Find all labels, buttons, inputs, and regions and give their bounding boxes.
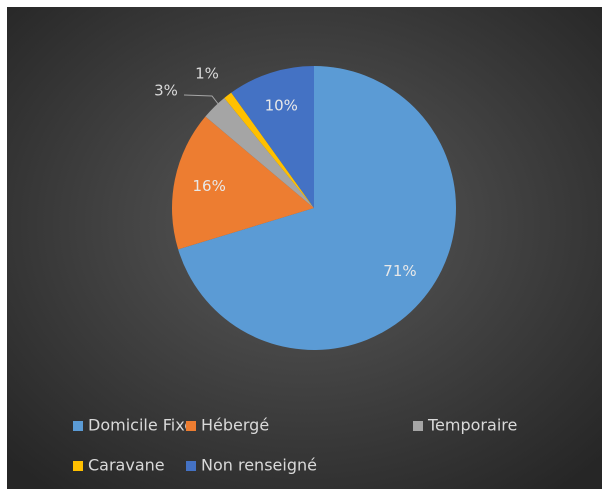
pie-slice [205, 97, 314, 208]
legend-label: Non renseigné [201, 456, 317, 475]
legend-label: Domicile Fixe [88, 416, 194, 435]
legend-swatch [413, 421, 423, 431]
data-label: 71% [383, 262, 416, 280]
leader-line [183, 94, 220, 106]
legend-swatch [186, 421, 196, 431]
pie-slice [224, 92, 314, 208]
data-label: 16% [193, 177, 226, 195]
legend-label: Temporaire [427, 416, 517, 435]
data-label: 10% [265, 97, 298, 115]
legend-label: Hébergé [201, 416, 269, 435]
pie-slice [178, 66, 456, 351]
data-label: 3% [154, 82, 178, 100]
pie-slice [171, 116, 314, 250]
data-label: 1% [195, 65, 219, 83]
legend-label: Caravane [88, 456, 165, 475]
legend-swatch [186, 461, 196, 471]
legend-swatch [73, 461, 83, 471]
pie-slice [231, 66, 314, 208]
legend-swatch [73, 421, 83, 431]
